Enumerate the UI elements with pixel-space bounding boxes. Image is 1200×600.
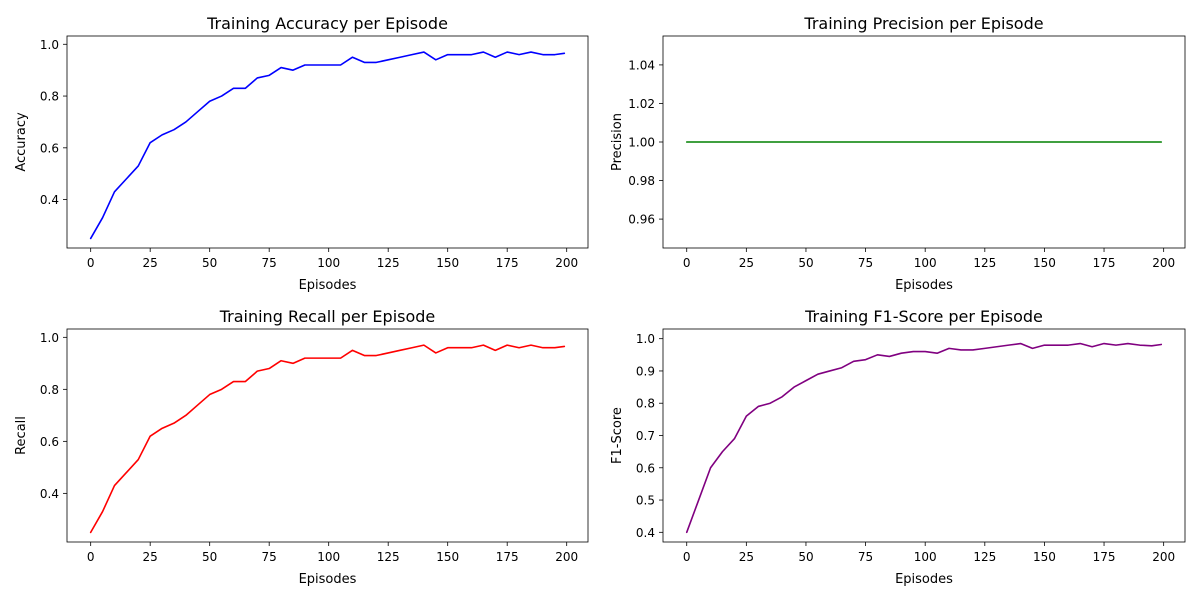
precision-x-tick-label: 75 <box>858 256 873 270</box>
recall-x-tick-label: 50 <box>202 550 217 564</box>
f1-score-series-line <box>685 342 1163 534</box>
recall-series-line <box>89 344 566 534</box>
f1-score-x-tick-label: 200 <box>1152 550 1175 564</box>
precision-subplot: Training Precision per Episode 0 25 50 75 100… <box>610 14 1186 293</box>
precision-x-tick-label: 175 <box>1093 256 1116 270</box>
accuracy-chart-title: Training Accuracy per Episode <box>206 14 448 33</box>
precision-y-tick-label: 1.00 <box>628 136 655 150</box>
f1-score-y-tick-label: 0.7 <box>636 429 655 443</box>
recall-subplot: Training Recall per Episode 0 25 50 75 100 125… <box>14 307 589 587</box>
f1-score-x-tick-label: 125 <box>973 550 996 564</box>
precision-y-tick-label: 0.96 <box>628 213 655 227</box>
precision-x-tick-label: 200 <box>1152 256 1175 270</box>
recall-x-tick-label: 200 <box>555 550 578 564</box>
accuracy-y-tick-label: 1.0 <box>40 38 59 52</box>
recall-y-tick-label: 0.6 <box>40 435 59 449</box>
f1-score-x-tick-label: 75 <box>858 550 873 564</box>
recall-y-axis-label: Recall <box>14 416 29 455</box>
f1-score-x-axis-label: Episodes <box>895 572 953 587</box>
accuracy-x-tick-label: 75 <box>262 256 277 270</box>
accuracy-axes-frame <box>66 35 589 249</box>
accuracy-x-tick-label: 125 <box>377 256 400 270</box>
precision-x-tick-label: 0 <box>683 256 691 270</box>
recall-x-tick-label: 125 <box>377 550 400 564</box>
precision-x-tick-label: 100 <box>914 256 937 270</box>
precision-x-tick-label: 50 <box>798 256 813 270</box>
recall-x-tick-label: 0 <box>87 550 95 564</box>
f1-score-y-tick-label: 0.5 <box>636 494 655 508</box>
accuracy-x-axis-label: Episodes <box>299 278 357 293</box>
precision-y-tick-label: 1.04 <box>628 58 655 72</box>
precision-y-tick-label: 1.02 <box>628 97 655 111</box>
f1-score-y-tick-label: 0.8 <box>636 397 655 411</box>
recall-x-tick-label: 75 <box>262 550 277 564</box>
recall-y-tick-label: 0.8 <box>40 383 59 397</box>
recall-x-tick-label: 150 <box>436 550 459 564</box>
f1-score-x-tick-label: 25 <box>739 550 754 564</box>
f1-score-y-tick-label: 0.9 <box>636 364 655 378</box>
f1-score-x-tick-label: 100 <box>914 550 937 564</box>
accuracy-y-tick-label: 0.6 <box>40 141 59 155</box>
f1-score-x-tick-label: 175 <box>1093 550 1116 564</box>
f1-score-y-tick-label: 0.6 <box>636 461 655 475</box>
accuracy-series-line <box>89 51 566 240</box>
f1-score-y-tick-label: 1.0 <box>636 332 655 346</box>
precision-axes-frame <box>662 35 1186 249</box>
recall-x-tick-label: 175 <box>496 550 519 564</box>
accuracy-subplot: Training Accuracy per Episode 0 25 50 75 100 1… <box>14 14 589 293</box>
accuracy-x-tick-label: 200 <box>555 256 578 270</box>
f1-score-y-axis-label: F1-Score <box>610 407 625 464</box>
accuracy-x-tick-label: 0 <box>87 256 95 270</box>
f1-score-y-tick-label: 0.4 <box>636 526 655 540</box>
f1-score-x-tick-label: 0 <box>683 550 691 564</box>
accuracy-y-axis-label: Accuracy <box>14 112 29 172</box>
precision-x-tick-label: 25 <box>739 256 754 270</box>
accuracy-x-tick-label: 25 <box>143 256 158 270</box>
recall-x-tick-label: 25 <box>143 550 158 564</box>
precision-y-tick-label: 0.98 <box>628 174 655 188</box>
accuracy-x-tick-label: 50 <box>202 256 217 270</box>
precision-chart-title: Training Precision per Episode <box>803 14 1043 33</box>
precision-x-tick-label: 125 <box>973 256 996 270</box>
recall-axes-frame <box>66 328 589 543</box>
f1-score-subplot: Training F1-Score per Episode 0 25 50 75 100 1… <box>610 307 1186 587</box>
accuracy-y-tick-label: 0.8 <box>40 90 59 104</box>
recall-y-tick-label: 0.4 <box>40 487 59 501</box>
precision-x-tick-label: 150 <box>1033 256 1056 270</box>
precision-y-axis-label: Precision <box>610 113 625 171</box>
recall-y-tick-label: 1.0 <box>40 331 59 345</box>
precision-x-axis-label: Episodes <box>895 278 953 293</box>
f1-score-axes-frame <box>662 328 1186 543</box>
f1-score-chart-title: Training F1-Score per Episode <box>804 307 1043 326</box>
f1-score-x-tick-label: 50 <box>798 550 813 564</box>
accuracy-x-tick-label: 150 <box>436 256 459 270</box>
f1-score-x-tick-label: 150 <box>1033 550 1056 564</box>
accuracy-x-tick-label: 100 <box>317 256 340 270</box>
recall-x-tick-label: 100 <box>317 550 340 564</box>
accuracy-y-tick-label: 0.4 <box>40 193 59 207</box>
recall-chart-title: Training Recall per Episode <box>219 307 436 326</box>
recall-x-axis-label: Episodes <box>299 572 357 587</box>
accuracy-x-tick-label: 175 <box>496 256 519 270</box>
